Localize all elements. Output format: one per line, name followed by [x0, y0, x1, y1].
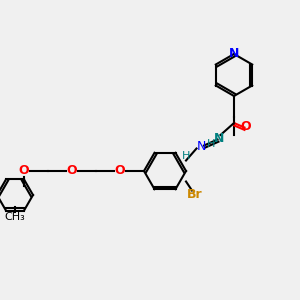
Text: Br: Br — [187, 188, 203, 202]
Text: N: N — [214, 131, 224, 145]
Text: O: O — [67, 164, 77, 178]
Text: H: H — [207, 139, 216, 149]
Text: O: O — [19, 164, 29, 178]
Text: H: H — [182, 151, 190, 161]
Text: N: N — [196, 140, 206, 154]
Text: O: O — [115, 164, 125, 178]
Text: O: O — [241, 119, 251, 133]
Text: CH₃: CH₃ — [4, 212, 26, 223]
Text: N: N — [229, 47, 239, 60]
